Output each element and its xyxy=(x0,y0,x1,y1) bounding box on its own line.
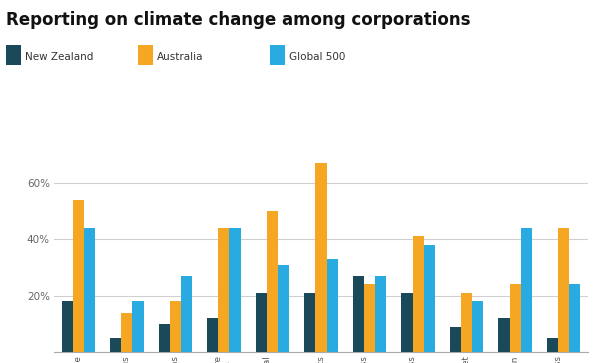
Bar xyxy=(170,301,181,352)
Bar xyxy=(316,163,326,352)
Bar xyxy=(73,200,84,352)
Bar xyxy=(267,211,278,352)
Bar xyxy=(110,338,121,352)
Bar xyxy=(181,276,192,352)
Bar xyxy=(375,276,386,352)
Text: Australia: Australia xyxy=(157,52,204,62)
Bar xyxy=(218,228,229,352)
Bar xyxy=(256,293,267,352)
Text: New Zealand: New Zealand xyxy=(25,52,94,62)
Bar xyxy=(569,284,580,352)
Bar xyxy=(353,276,364,352)
Bar xyxy=(207,318,218,352)
Bar xyxy=(558,228,569,352)
Bar xyxy=(424,245,435,352)
Bar xyxy=(158,324,170,352)
Bar xyxy=(509,284,521,352)
Text: Global 500: Global 500 xyxy=(289,52,346,62)
Bar xyxy=(461,293,472,352)
Bar xyxy=(133,301,143,352)
Bar xyxy=(364,284,375,352)
Bar xyxy=(521,228,532,352)
Bar xyxy=(547,338,558,352)
Bar xyxy=(401,293,413,352)
Text: Reporting on climate change among corporations: Reporting on climate change among corpor… xyxy=(6,11,470,29)
Bar xyxy=(304,293,316,352)
Bar xyxy=(62,301,73,352)
Bar xyxy=(84,228,95,352)
Bar xyxy=(121,313,133,352)
Bar xyxy=(472,301,484,352)
Bar xyxy=(278,265,289,352)
Bar xyxy=(413,236,424,352)
Bar xyxy=(229,228,241,352)
Bar xyxy=(326,259,338,352)
Bar xyxy=(450,327,461,352)
Bar xyxy=(499,318,509,352)
